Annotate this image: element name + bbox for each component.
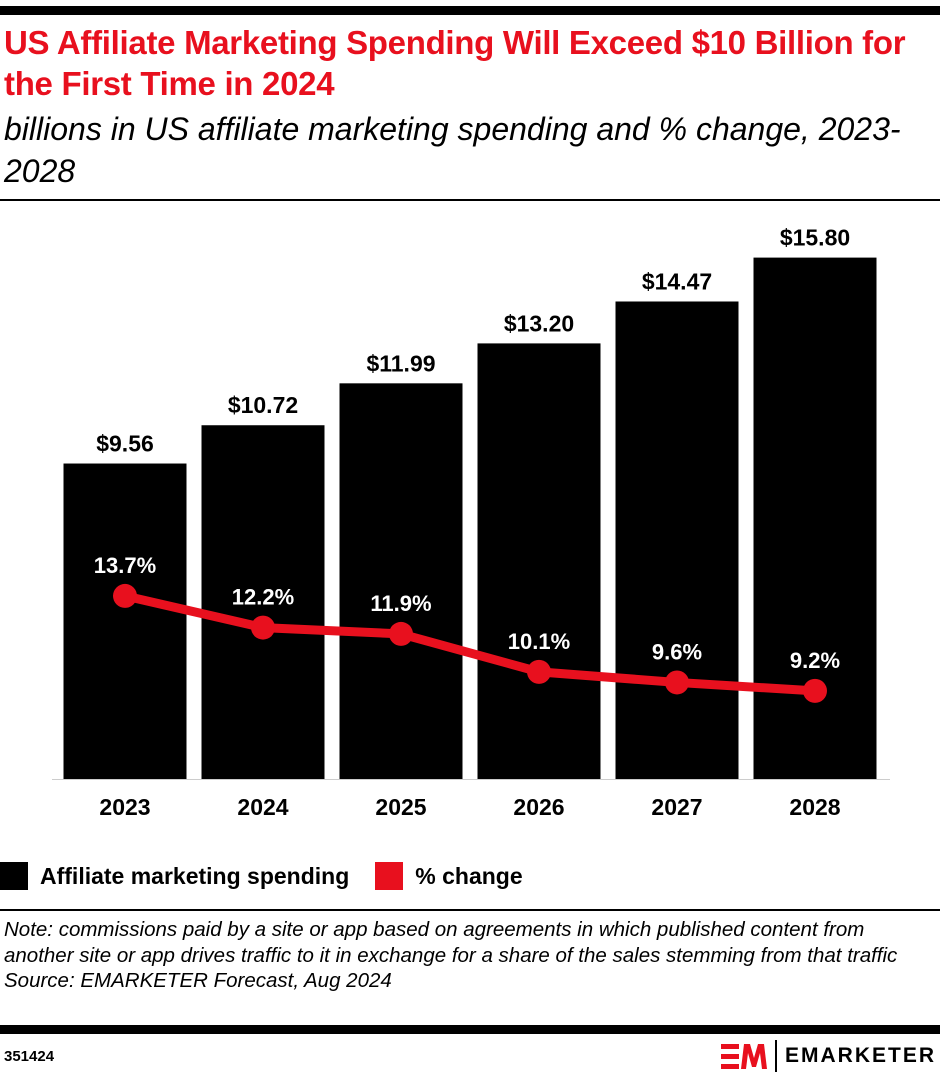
legend-swatch-change bbox=[375, 862, 404, 890]
change-value-label: 11.9% bbox=[370, 591, 431, 616]
note-text: Note: commissions paid by a site or app … bbox=[4, 918, 898, 967]
legend-swatch-spending bbox=[0, 862, 28, 890]
footnote: Note: commissions paid by a site or app … bbox=[4, 917, 934, 994]
change-value-label: 12.2% bbox=[232, 585, 294, 610]
change-line bbox=[123, 591, 816, 696]
bar-2025 bbox=[339, 383, 463, 779]
source-text: Source: EMARKETER Forecast, Aug 2024 bbox=[4, 969, 392, 992]
change-value-label: 9.2% bbox=[790, 648, 840, 673]
x-tick-label: 2025 bbox=[375, 794, 426, 820]
divider bbox=[0, 199, 940, 201]
chart-subtitle: billions in US affiliate marketing spend… bbox=[4, 111, 901, 189]
bar-value-label: $14.47 bbox=[642, 268, 712, 294]
top-bar bbox=[0, 6, 940, 15]
x-tick-label: 2028 bbox=[789, 794, 840, 820]
change-value-label: 13.7% bbox=[94, 553, 156, 578]
change-value-label: 10.1% bbox=[508, 629, 570, 654]
legend: Affiliate marketing spending % change bbox=[0, 862, 523, 890]
change-point bbox=[251, 615, 275, 640]
emarketer-logo: EMARKETER bbox=[720, 1040, 936, 1072]
legend-label-spending: Affiliate marketing spending bbox=[40, 862, 350, 889]
bar-2023 bbox=[63, 463, 187, 779]
bar-2026 bbox=[477, 343, 601, 779]
bar-value-label: $13.20 bbox=[504, 310, 574, 336]
em-logo-icon bbox=[720, 1044, 767, 1069]
x-tick-label: 2023 bbox=[99, 794, 150, 820]
x-tick-label: 2024 bbox=[237, 794, 288, 820]
bar-value-label: $11.99 bbox=[366, 350, 435, 376]
brand-wordmark: EMARKETER bbox=[784, 1044, 936, 1067]
chart-title: US Affiliate Marketing Spending Will Exc… bbox=[4, 24, 906, 102]
change-point bbox=[527, 659, 551, 684]
x-tick-label: 2026 bbox=[513, 794, 564, 820]
bar-value-label: $15.80 bbox=[780, 225, 850, 251]
change-point bbox=[665, 670, 689, 695]
logo-divider bbox=[774, 1040, 777, 1072]
legend-label-change: % change bbox=[415, 862, 523, 889]
change-point bbox=[803, 678, 827, 703]
x-tick-label: 2027 bbox=[651, 794, 702, 820]
bar-2024 bbox=[201, 425, 325, 779]
chart-id: 351424 bbox=[4, 1048, 55, 1065]
divider bbox=[0, 909, 940, 911]
bar-value-label: $10.72 bbox=[228, 392, 298, 418]
change-value-label: 9.6% bbox=[652, 639, 702, 664]
bottom-bar bbox=[0, 1025, 940, 1034]
change-point bbox=[113, 583, 137, 608]
bar-2027 bbox=[615, 301, 739, 779]
chart: $9.56 2023 $10.72 2024 $11.99 2025 $13.20 2026 $… bbox=[52, 225, 890, 820]
change-point bbox=[389, 621, 413, 646]
bar-value-label: $9.56 bbox=[96, 431, 154, 457]
